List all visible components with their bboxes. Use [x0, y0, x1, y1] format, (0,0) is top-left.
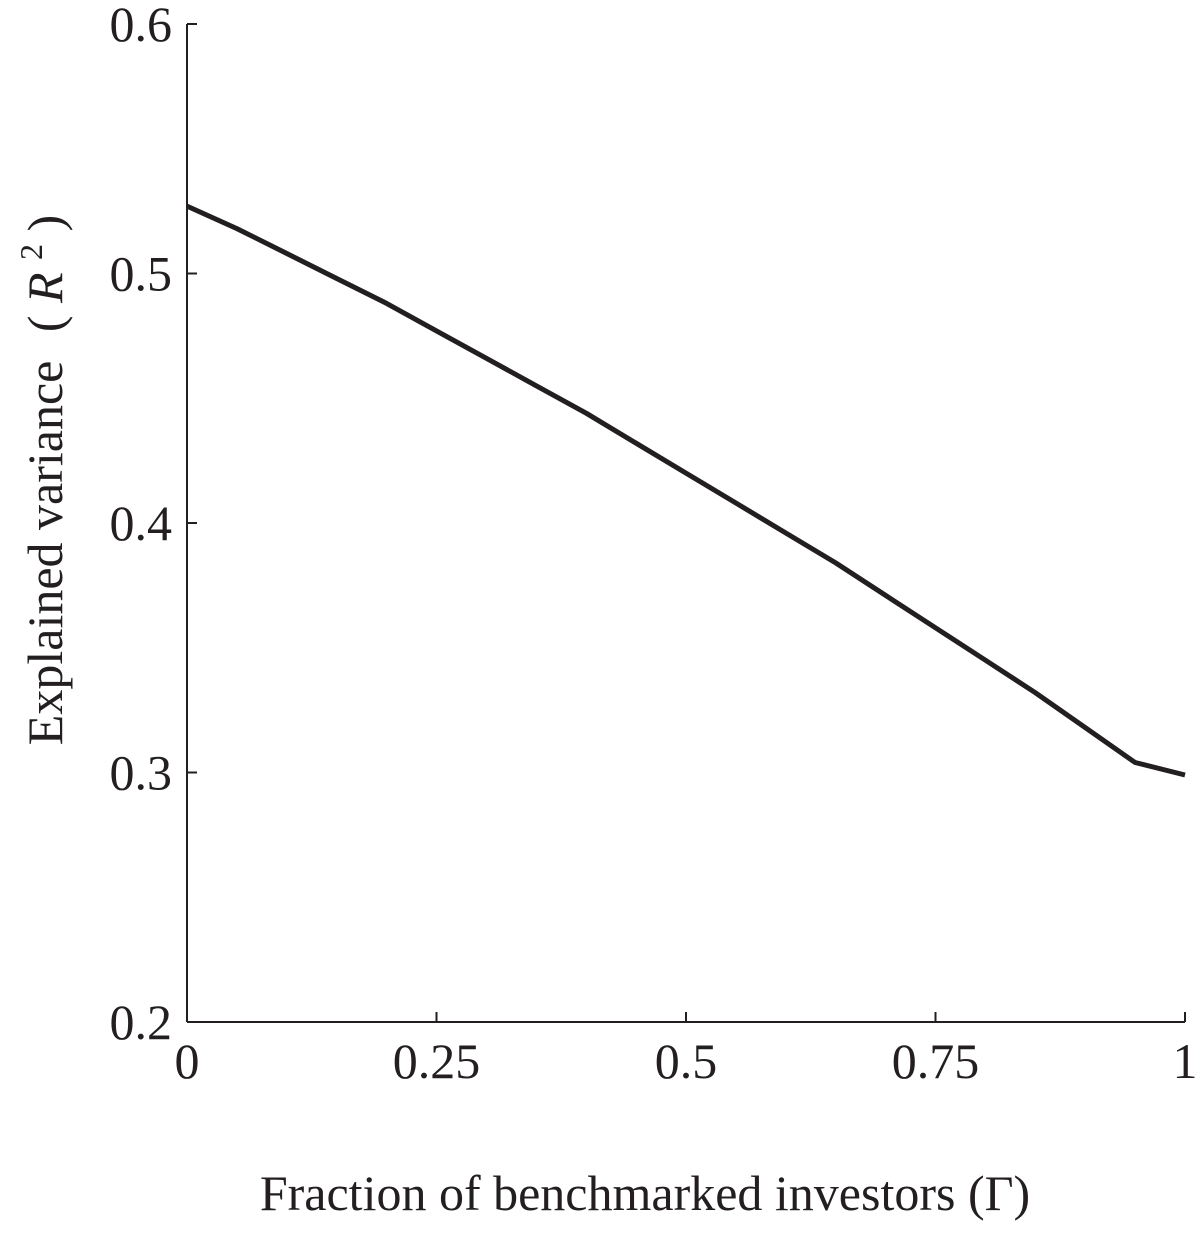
y-tick-label: 0.6	[110, 0, 173, 52]
x-tick-label: 0.5	[655, 1033, 718, 1089]
y-tick-label: 0.4	[110, 495, 173, 551]
y-axis-title-main: Explained variance	[17, 361, 73, 746]
y-axis-title-superscript: 2	[13, 244, 49, 260]
x-tick-label: 0	[175, 1033, 200, 1089]
ticks: 0 0.25 0.5 0.75 1 0.2 0.3 0.4 0.5 0.6	[110, 0, 1198, 1089]
x-tick-label: 0.25	[393, 1033, 481, 1089]
y-axis-title-variable: R	[17, 272, 73, 304]
series	[185, 203, 1186, 778]
x-tick-label: 1	[1173, 1033, 1198, 1089]
x-tick-label: 0.75	[892, 1033, 980, 1089]
x-axis-title: Fraction of benchmarked investors (Γ)	[260, 1165, 1030, 1221]
y-axis-title: Explained variance ( R 2 )	[0, 215, 73, 745]
y-axis-title-paren-close: )	[17, 215, 73, 232]
y-tick-label: 0.5	[110, 246, 173, 302]
y-axis-title-paren-open: (	[17, 316, 73, 333]
axes	[186, 24, 1185, 1023]
y-tick-label: 0.2	[110, 994, 173, 1050]
series-line	[185, 203, 1186, 778]
y-tick-label: 0.3	[110, 745, 173, 801]
